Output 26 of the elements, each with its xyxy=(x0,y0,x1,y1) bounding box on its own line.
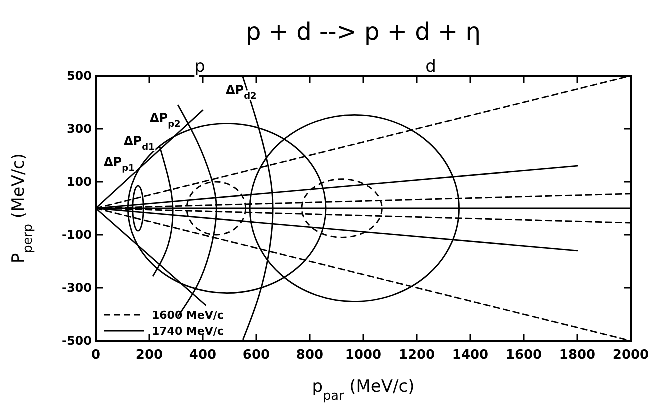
x-tick-label: 1600 xyxy=(506,348,542,363)
x-tick-label: 1400 xyxy=(452,348,489,363)
x-axis-title: p$_{par}$ (MeV/c) xyxy=(312,377,415,404)
x-tick-label: 1200 xyxy=(398,348,436,363)
annotation: ΔP$_{d1}$ xyxy=(124,134,155,153)
y-tick-label: -100 xyxy=(62,228,92,242)
legend-label: 1600 MeV/c xyxy=(152,309,224,322)
y-tick-label: 300 xyxy=(66,122,92,136)
x-tick-label: 400 xyxy=(189,348,217,363)
y-tick-label: -500 xyxy=(62,334,92,348)
annotation: ΔP$_{p1}$ xyxy=(104,155,135,174)
x-tick-label: 0 xyxy=(91,348,101,363)
legend-label: 1740 MeV/c xyxy=(152,325,224,338)
y-tick-label: 100 xyxy=(66,175,92,189)
x-tick-label: 200 xyxy=(136,348,164,363)
chart-title: p + d --> p + d + η xyxy=(246,18,481,46)
y-tick-label: -300 xyxy=(62,281,92,295)
x-tick-label: 1000 xyxy=(345,348,382,363)
x-tick-label: 1800 xyxy=(559,348,596,363)
annotation: p xyxy=(194,57,206,77)
annotation: ΔP$_{p2}$ xyxy=(150,111,181,130)
y-tick-label: 500 xyxy=(66,69,92,83)
x-tick-label: 800 xyxy=(296,348,324,363)
annotation: d xyxy=(426,57,436,77)
x-tick-label: 600 xyxy=(242,348,270,363)
x-tick-label: 2000 xyxy=(612,348,650,363)
